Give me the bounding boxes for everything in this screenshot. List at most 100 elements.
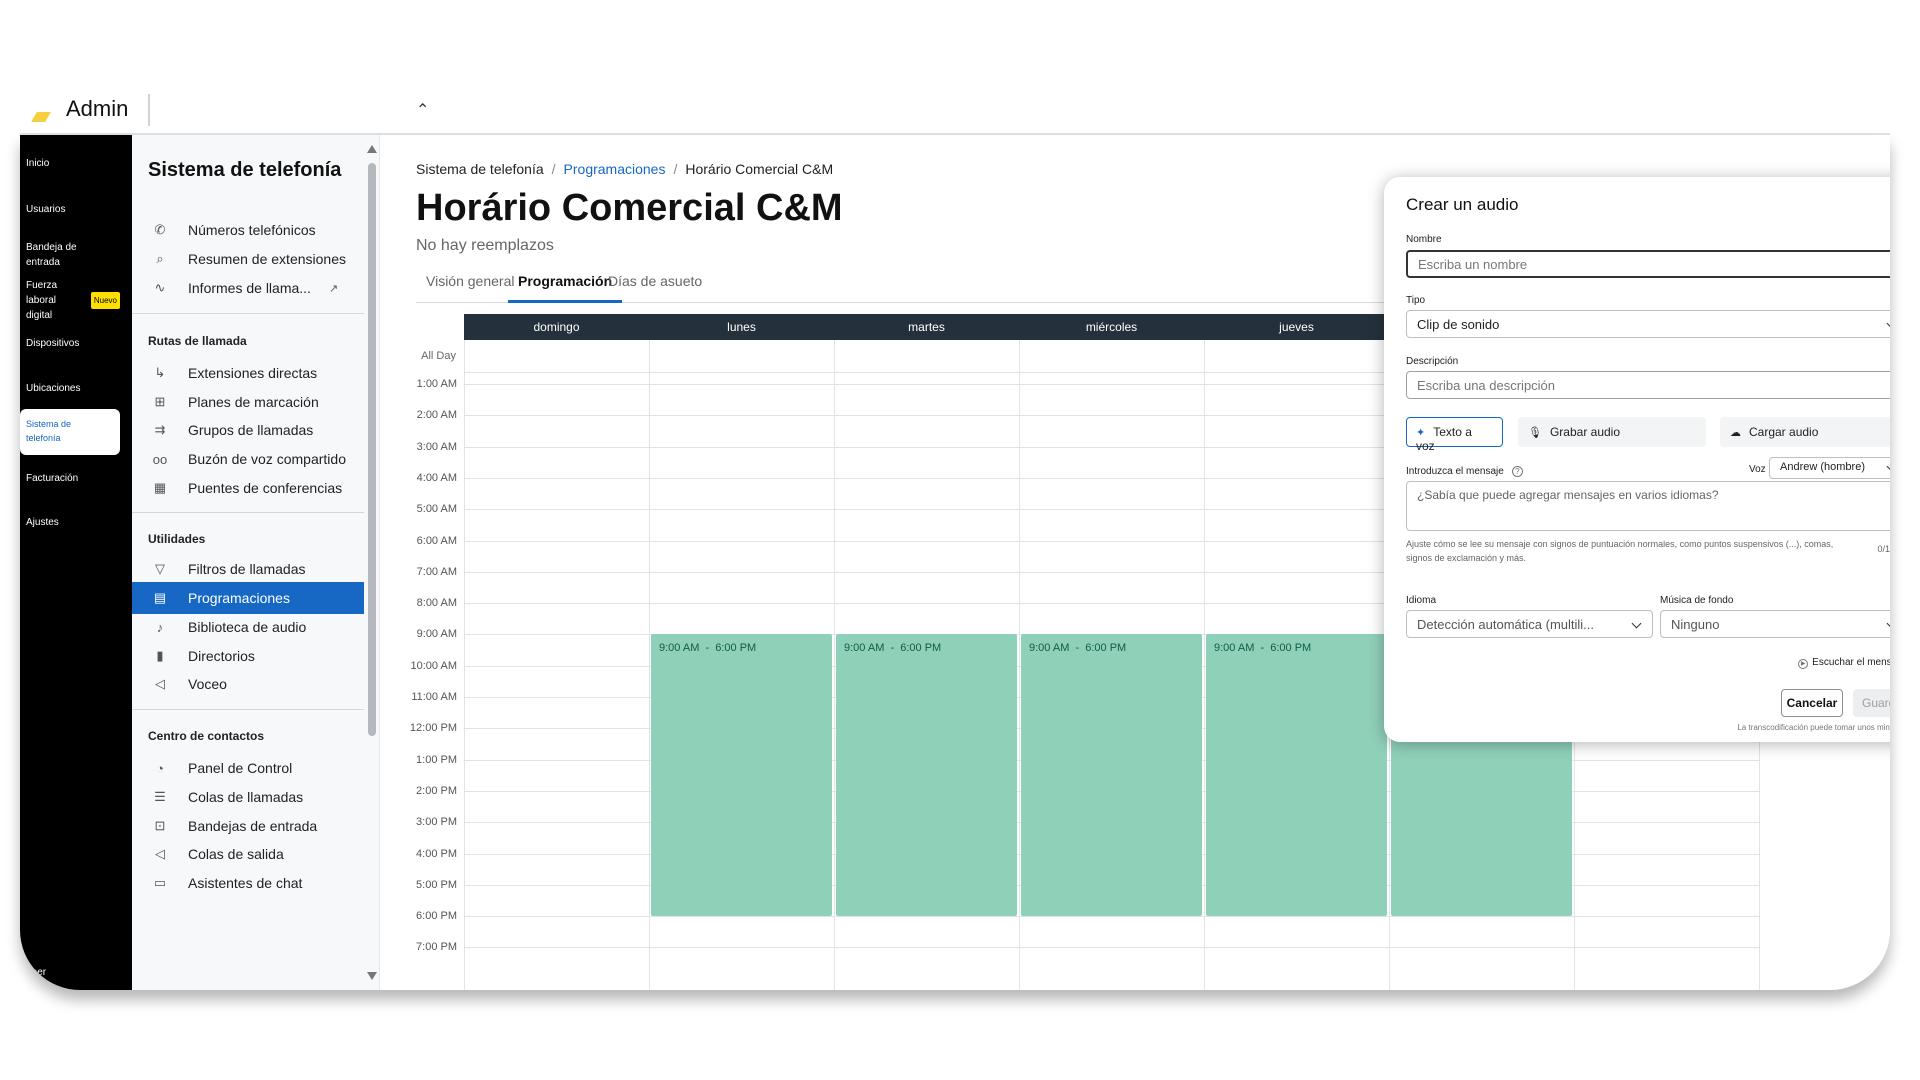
rail-item-fuerza-laboral[interactable]: Fuerza laboral digital Nuevo	[26, 276, 126, 321]
rail-item-ubicaciones[interactable]: Ubicaciones	[26, 383, 81, 394]
music-note-icon: ♪	[156, 619, 164, 635]
language-select[interactable]: Detección automática (multili...	[1406, 610, 1653, 638]
secondary-sidebar: Sistema de telefonía ✆ Números telefónico…	[132, 135, 380, 990]
rail-item-facturacion[interactable]: Facturación	[26, 473, 79, 484]
listen-label: Escuchar el mensaje	[1812, 657, 1890, 668]
day-gridline	[834, 340, 835, 990]
name-input[interactable]: Escriba un nombre	[1406, 250, 1890, 278]
scroll-thumb[interactable]	[368, 163, 376, 736]
hour-gridline	[464, 571, 1759, 573]
hour-gridline	[464, 509, 1759, 511]
message-placeholder: ¿Sabía que puede agregar mensajes en var…	[1417, 488, 1719, 502]
updown-chevron-icon[interactable]: ⌃	[416, 102, 430, 119]
day-gridline	[649, 340, 650, 990]
message-textarea[interactable]: ¿Sabía que puede agregar mensajes en var…	[1406, 481, 1890, 531]
hour-label: 3:00 PM	[416, 816, 457, 829]
scroll-up-arrow-icon[interactable]	[367, 145, 377, 153]
sidebar-item-resumen[interactable]: ⌕ Resumen de extensiones	[132, 243, 364, 275]
sparkle-icon: ✦	[1416, 427, 1426, 439]
rail-item-inicio[interactable]: Inicio	[26, 158, 50, 169]
all-day-divider	[464, 372, 1759, 373]
chevron-down-icon	[1886, 461, 1890, 472]
upload-audio-button[interactable]: ☁ Cargar audio	[1720, 417, 1890, 447]
rail-item-ajustes[interactable]: Ajustes	[26, 517, 59, 528]
sidebar-item-label: Planes de marcación	[188, 394, 319, 410]
schedule-block-label: 9:00 AM - 6:00 PM	[1029, 642, 1127, 655]
help-icon[interactable]: ?	[1511, 466, 1523, 477]
day-header: lunes	[727, 320, 756, 334]
rail-item-usuarios[interactable]: Usuarios	[26, 204, 66, 215]
app-frame: Inicio Usuarios Bandeja de entrada Fuerz…	[20, 135, 1890, 990]
hour-label: 5:00 AM	[416, 503, 457, 516]
breadcrumb-item[interactable]: Sistema de telefonía	[416, 161, 544, 177]
message-hint: Ajuste cómo se lee su mensaje con signos…	[1406, 539, 1834, 563]
sidebar-item-directorios[interactable]: ▮ Directorios	[132, 640, 364, 672]
topbar-divider	[148, 94, 150, 126]
day-gridline	[1204, 340, 1205, 990]
schedule-block[interactable]: 9:00 AM - 6:00 PM	[1206, 634, 1387, 917]
text-to-speech-button[interactable]: ✦ Texto a voz	[1406, 417, 1503, 453]
sidebar-item-label: Biblioteca de audio	[188, 619, 307, 635]
music-select[interactable]: Ninguno	[1660, 610, 1890, 638]
sidebar-item-informes[interactable]: ∿ Informes de llama... ↗	[132, 272, 364, 304]
save-button[interactable]: Guardar	[1853, 689, 1890, 717]
rail-item-dispositivos[interactable]: Dispositivos	[26, 338, 80, 349]
name-label: Nombre	[1406, 234, 1442, 245]
rail-item-sistema-telefonia[interactable]: Sistema de telefonía	[20, 409, 120, 455]
page-subtitle: No hay reemplazos	[416, 237, 554, 254]
hour-label: 3:00 AM	[416, 440, 457, 453]
tab-vision-general[interactable]: Visión general	[426, 273, 515, 289]
cancel-button[interactable]: Cancelar	[1781, 689, 1843, 717]
sidebar-item-extensiones-directas[interactable]: ↳ Extensiones directas	[132, 357, 364, 389]
sidebar-item-colas-salida[interactable]: ◁ Colas de salida	[132, 838, 364, 870]
tab-programacion[interactable]: Programación	[508, 263, 623, 303]
hour-gridline	[464, 477, 1759, 479]
sidebar-item-numeros[interactable]: ✆ Números telefónicos	[132, 214, 364, 246]
play-icon: ▶	[1798, 659, 1809, 669]
sidebar-item-puentes[interactable]: ▦ Puentes de conferencias	[132, 472, 364, 504]
mode-label: Grabar audio	[1549, 425, 1621, 439]
sidebar-title: Sistema de telefonía	[148, 159, 342, 181]
breadcrumb-link[interactable]: Programaciones	[563, 161, 666, 177]
schedule-block[interactable]: 9:00 AM - 6:00 PM	[651, 634, 832, 917]
sidebar-item-label: Informes de llama...	[188, 280, 311, 296]
create-audio-dialog: Crear un audio ✕ Nombre Escriba un nombr…	[1384, 177, 1890, 742]
schedule-block[interactable]: 9:00 AM - 6:00 PM	[1021, 634, 1202, 917]
scroll-down-arrow-icon[interactable]	[367, 972, 377, 980]
record-audio-button[interactable]: 🎙 Grabar audio	[1518, 417, 1706, 447]
sidebar-item-voceo[interactable]: ◁ Voceo	[132, 668, 364, 700]
sidebar-scrollbar[interactable]	[366, 145, 378, 980]
type-label: Tipo	[1406, 295, 1426, 306]
hour-label: 12:00 PM	[409, 722, 457, 735]
search-icon: ⌕	[156, 251, 164, 266]
sidebar-item-label: Panel de Control	[188, 760, 293, 776]
sidebar-item-panel[interactable]: ◔ Panel de Control	[132, 752, 364, 784]
day-gridline	[464, 340, 465, 990]
conference-icon: ▦	[153, 480, 167, 495]
description-input[interactable]: Escriba una descripción	[1406, 371, 1890, 399]
type-select[interactable]: Clip de sonido	[1406, 310, 1890, 338]
sidebar-item-grupos[interactable]: ⇉ Grupos de llamadas	[132, 414, 364, 446]
sidebar-item-planes[interactable]: ⊞ Planes de marcación	[132, 386, 364, 418]
schedule-block[interactable]: 9:00 AM - 6:00 PM	[836, 634, 1017, 917]
tab-dias-asueto[interactable]: Días de asueto	[608, 273, 703, 289]
language-label: Idioma	[1406, 595, 1437, 606]
sidebar-item-buzon[interactable]: oo Buzón de voz compartido	[132, 443, 364, 475]
sidebar-item-filtros[interactable]: ▽ Filtros de llamadas	[132, 553, 364, 585]
rail-item-contraer[interactable]: ntraer	[20, 967, 47, 978]
listen-message-button[interactable]: ▶Escuchar el mensaje	[1798, 657, 1890, 669]
sidebar-item-asistentes[interactable]: ▭ Asistentes de chat	[132, 867, 364, 899]
sidebar-divider	[132, 512, 364, 513]
section-heading-utilidades: Utilidades	[148, 532, 206, 546]
rail-item-bandeja[interactable]: Bandeja de entrada	[26, 242, 77, 268]
sidebar-item-biblioteca[interactable]: ♪ Biblioteca de audio	[132, 611, 364, 643]
sidebar-item-programaciones[interactable]: ▤ Programaciones	[132, 582, 364, 614]
sidebar-item-colas-llamadas[interactable]: ☰ Colas de llamadas	[132, 781, 364, 813]
brand-logo-icon	[31, 112, 51, 122]
character-counter: 0/1500	[1877, 544, 1890, 554]
sidebar-item-bandejas[interactable]: ⊡ Bandejas de entrada	[132, 810, 364, 842]
sidebar-item-label: Colas de llamadas	[188, 789, 304, 805]
hour-label: 7:00 AM	[416, 565, 457, 578]
voice-select[interactable]: Andrew (hombre)	[1769, 457, 1890, 479]
hour-label: 9:00 AM	[416, 628, 457, 641]
